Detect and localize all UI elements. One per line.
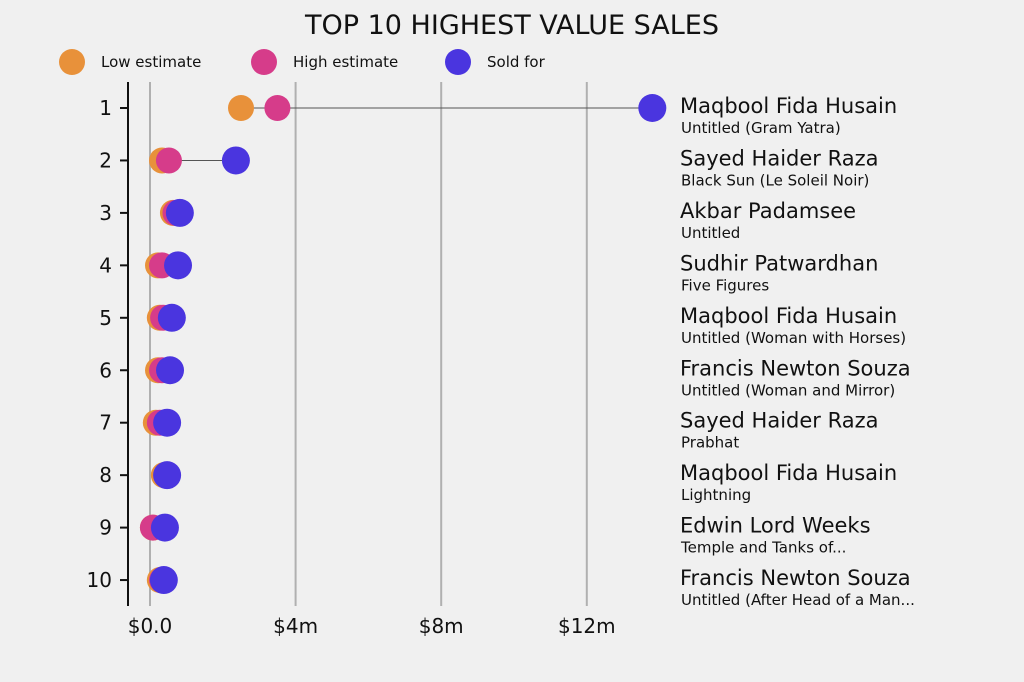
- x-tick-label: $4m: [273, 614, 318, 638]
- sold-for-dot: [150, 513, 179, 542]
- rank-label: 4: [99, 253, 112, 277]
- legend-marker: [251, 49, 277, 75]
- high-estimate-dot: [264, 95, 291, 121]
- high-estimate-dot: [155, 147, 182, 174]
- x-tick-label: $8m: [419, 614, 464, 638]
- artist-name: Sayed Haider Raza: [680, 146, 879, 170]
- rank-label: 9: [99, 516, 112, 540]
- artist-name: Edwin Lord Weeks: [680, 514, 871, 538]
- sold-for-dot: [153, 408, 182, 437]
- sold-for-dot: [165, 198, 194, 227]
- rank-label: 2: [99, 148, 112, 172]
- low-estimate-dot: [228, 95, 254, 121]
- legend-marker: [59, 49, 85, 75]
- rank-label: 8: [99, 463, 112, 487]
- sold-for-dot: [156, 356, 185, 385]
- rank-label: 3: [99, 201, 112, 225]
- artwork-title: Untitled: [681, 224, 740, 242]
- x-tick-label: $12m: [558, 614, 616, 638]
- rank-label: 6: [99, 358, 112, 382]
- sold-for-dot: [221, 146, 250, 175]
- legend-label: Sold for: [487, 53, 546, 71]
- artist-name: Maqbool Fida Husain: [680, 94, 897, 118]
- artist-name: Maqbool Fida Husain: [680, 461, 897, 485]
- chart-title: TOP 10 HIGHEST VALUE SALES: [304, 10, 719, 41]
- sold-for-dot: [157, 303, 186, 332]
- artist-name: Francis Newton Souza: [680, 356, 911, 380]
- artwork-title: Untitled (Woman and Mirror): [681, 381, 895, 399]
- sold-for-dot: [638, 94, 667, 122]
- sold-for-dot: [164, 251, 193, 280]
- artwork-title: Prabhat: [681, 434, 739, 452]
- artist-name: Sayed Haider Raza: [680, 409, 879, 433]
- artist-name: Akbar Padamsee: [680, 199, 856, 223]
- artwork-title: Black Sun (Le Soleil Noir): [681, 171, 869, 189]
- sold-for-dot: [149, 566, 178, 595]
- rank-label: 10: [87, 568, 112, 592]
- legend-marker: [445, 49, 471, 75]
- rank-label: 7: [99, 411, 112, 435]
- legend-label: High estimate: [293, 53, 398, 71]
- x-tick-label: $0.0: [128, 614, 173, 638]
- artist-name: Francis Newton Souza: [680, 566, 911, 590]
- artwork-title: Five Figures: [681, 276, 769, 294]
- rank-label: 1: [99, 96, 112, 120]
- artwork-title: Temple and Tanks of...: [680, 539, 846, 557]
- sold-for-dot: [153, 461, 182, 490]
- artwork-title: Untitled (Woman with Horses): [681, 329, 906, 347]
- legend-label: Low estimate: [101, 53, 201, 71]
- artist-name: Sudhir Patwardhan: [680, 251, 878, 275]
- artist-name: Maqbool Fida Husain: [680, 304, 897, 328]
- artwork-title: Untitled (After Head of a Man...: [681, 591, 915, 609]
- artwork-title: Untitled (Gram Yatra): [681, 119, 841, 137]
- artwork-title: Lightning: [681, 486, 751, 504]
- rank-label: 5: [99, 306, 112, 330]
